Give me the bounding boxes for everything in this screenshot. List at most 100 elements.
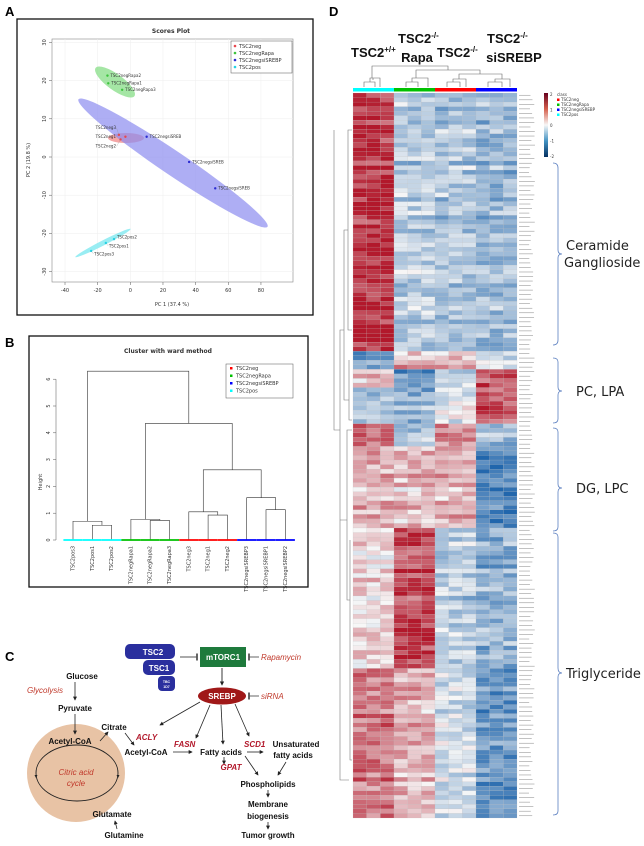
heatmap-cell <box>462 595 477 601</box>
heatmap-cell <box>448 274 463 279</box>
heatmap-cell <box>448 310 463 316</box>
heatmap-cell <box>352 228 367 234</box>
heatmap-cell <box>489 450 504 456</box>
heatmap-cell <box>352 432 367 438</box>
data-point-tsc2negrapa <box>120 88 124 91</box>
heatmap-cell <box>462 469 477 474</box>
heatmap-cell <box>421 532 436 538</box>
heatmap-cell <box>393 269 408 275</box>
heatmap-cell <box>393 736 408 742</box>
heatmap-cell <box>475 727 490 732</box>
scores-ylabel: PC 2 (19.8 %) <box>26 143 32 177</box>
heatmap-cell <box>503 532 518 538</box>
heatmap-cell <box>489 228 504 234</box>
y-tick-label: 0 <box>46 538 52 541</box>
heatmap-cell <box>380 333 395 338</box>
heatmap-cell <box>462 355 477 361</box>
heatmap-cell <box>352 482 367 488</box>
heatmap-cell <box>352 165 367 171</box>
heatmap-cell <box>393 396 408 402</box>
heatmap-cell <box>448 790 463 796</box>
heatmap-cell <box>393 129 408 134</box>
glutamine-label: Glutamine <box>104 831 144 840</box>
heatmap-cell <box>393 686 408 692</box>
heatmap-cell <box>448 165 463 171</box>
heatmap-cell <box>393 192 408 198</box>
heatmap-cell <box>462 441 477 447</box>
heatmap-cell <box>380 564 395 569</box>
heatmap-cell <box>366 269 381 275</box>
heatmap-cell <box>380 777 395 782</box>
dendrogram-legend-box <box>225 363 294 399</box>
heatmap-cell <box>366 224 381 230</box>
heatmap-cell <box>448 541 463 547</box>
heatmap-cell <box>434 804 449 810</box>
heatmap-cell <box>393 536 408 542</box>
heatmap-cell <box>352 700 367 705</box>
heatmap-cell <box>407 233 422 239</box>
heatmap-cell <box>475 582 490 587</box>
heatmap-cell <box>462 663 477 669</box>
heatmap-cell <box>448 351 463 356</box>
color-scale-bar <box>544 93 548 157</box>
heatmap-cell <box>448 151 463 157</box>
heatmap-cell <box>380 559 395 565</box>
heatmap-cell <box>503 351 518 356</box>
heatmap-cell <box>489 623 504 628</box>
class-legend-marker <box>557 98 560 101</box>
heatmap-cell <box>448 428 463 433</box>
heatmap-cell <box>352 478 367 483</box>
heatmap-cell <box>421 237 436 243</box>
heatmap-cell <box>434 215 449 220</box>
heatmap-cell <box>393 768 408 773</box>
heatmap-cell <box>393 573 408 578</box>
heatmap-cell <box>448 727 463 732</box>
point-label: TSC2pos1 <box>108 243 129 248</box>
heatmap-cell <box>393 219 408 225</box>
heatmap-cell <box>407 514 422 520</box>
heatmap-cell <box>503 387 518 393</box>
heatmap-cell <box>503 749 518 755</box>
heatmap-cell <box>393 786 408 791</box>
heatmap-cell <box>352 215 367 220</box>
heatmap-cell <box>366 604 381 610</box>
heatmap-cell <box>407 577 422 583</box>
heatmap-cell <box>462 174 477 180</box>
heatmap-cell <box>475 645 490 651</box>
heatmap-cell <box>475 233 490 239</box>
header-tsc2-ko: TSC2-/- <box>437 45 478 60</box>
heatmap-cell <box>380 695 395 701</box>
heatmap-cell <box>462 681 477 687</box>
heatmap-cell <box>434 731 449 737</box>
fatty-acids-label: Fatty acids <box>200 748 242 757</box>
heatmap-cell <box>462 555 477 560</box>
dendrogram-title: Cluster with ward method <box>124 348 212 355</box>
heatmap-cell <box>407 677 422 683</box>
heatmap-cell <box>475 636 490 642</box>
heatmap-cell <box>462 777 477 782</box>
heatmap-cell <box>503 192 518 198</box>
heatmap-cell <box>448 609 463 615</box>
heatmap-cell <box>503 428 518 433</box>
heatmap-cell <box>489 727 504 732</box>
heatmap-cell <box>393 174 408 180</box>
heatmap-cell <box>421 169 436 175</box>
heatmap-cell <box>421 224 436 230</box>
heatmap-cell <box>503 92 518 98</box>
heatmap-cell <box>393 632 408 637</box>
heatmap-cell <box>380 623 395 628</box>
heatmap-cell <box>421 342 436 347</box>
heatmap-cell <box>380 709 395 714</box>
heatmap-cell <box>366 691 381 696</box>
heatmap-cell <box>352 360 367 365</box>
heatmap-cell <box>380 573 395 578</box>
heatmap-cell <box>421 133 436 139</box>
heatmap-cell <box>475 242 490 248</box>
heatmap-cell <box>462 550 477 556</box>
heatmap-cell <box>462 446 477 452</box>
heatmap-cell <box>407 201 422 207</box>
heatmap-cell <box>421 151 436 157</box>
heatmap-cell <box>489 469 504 474</box>
heatmap-cell <box>448 206 463 211</box>
heatmap-cell <box>475 641 490 646</box>
